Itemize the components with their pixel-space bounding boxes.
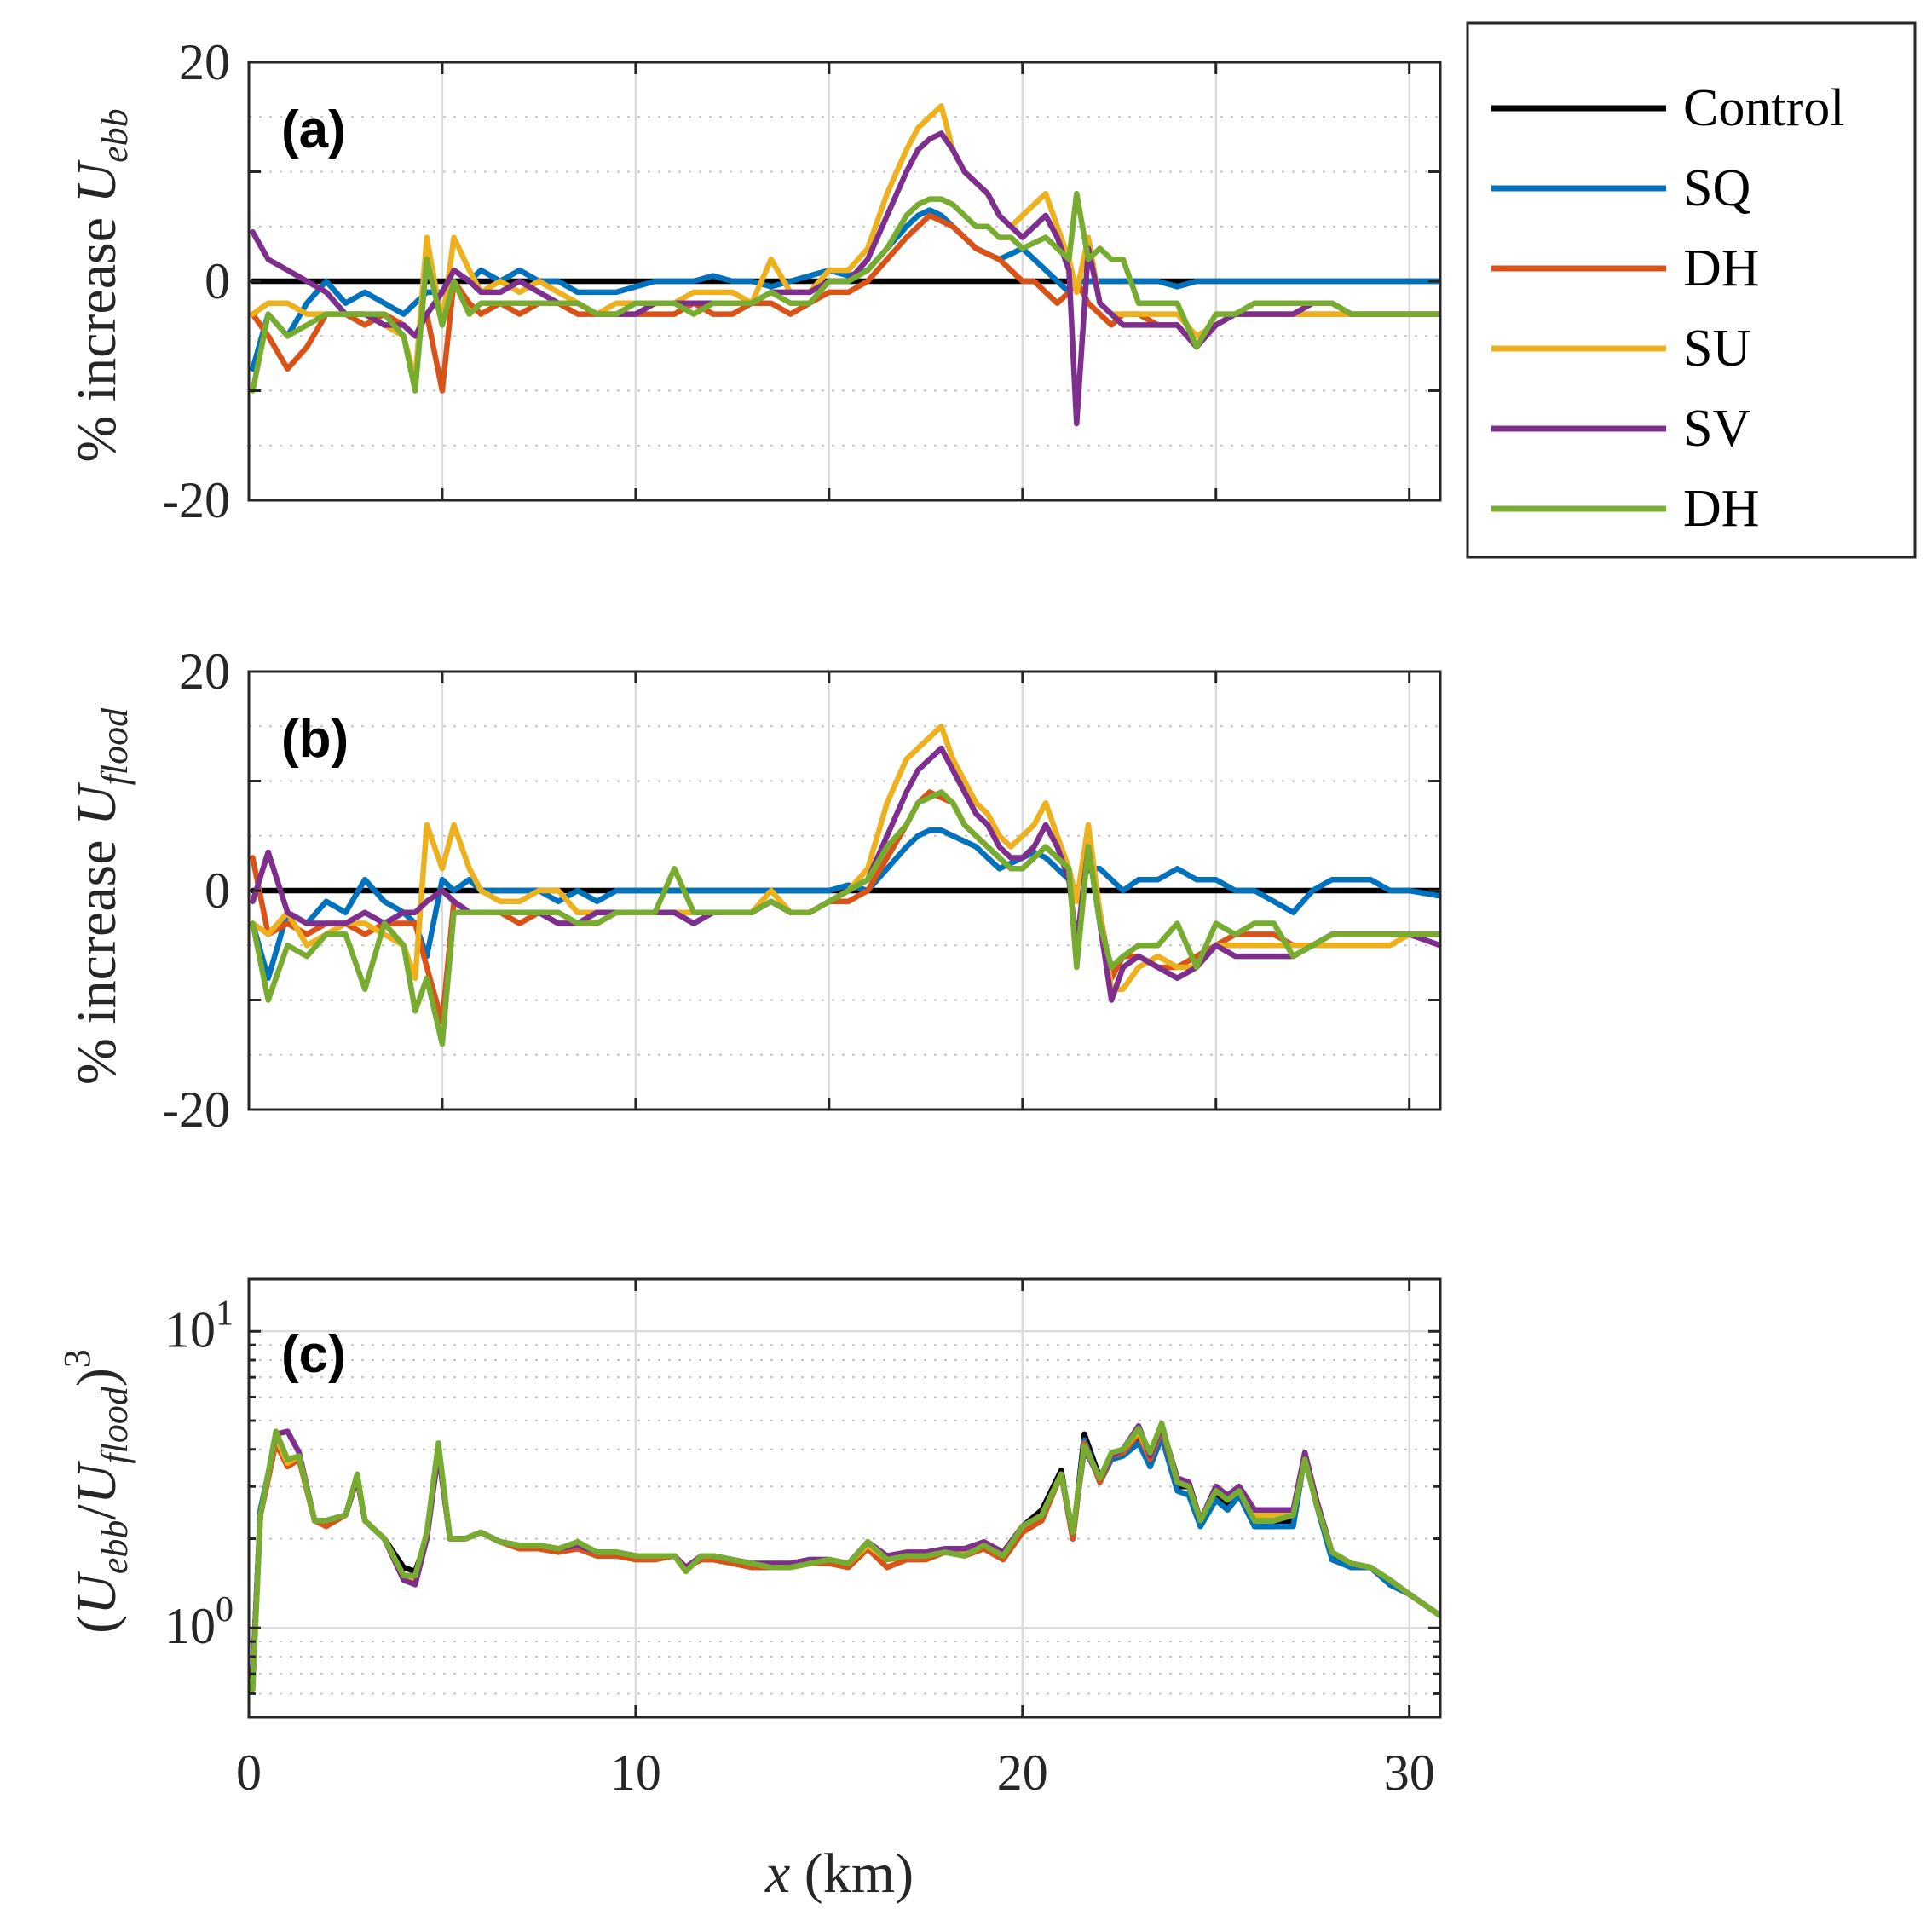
y-tick-label: -20 [162,1081,230,1138]
legend: Control SQ DH SU SV DH [1466,21,1917,559]
x-tick-label: 0 [236,1744,262,1801]
series-line-dh-5 [250,789,1440,1047]
legend-label: Control [1683,79,1844,137]
x-tick-label: 30 [1384,1744,1435,1801]
series-line-su-3 [250,103,1440,383]
panel-a: -20 0 20 (a) [162,34,1442,528]
legend-label: DH [1683,480,1760,538]
xlabel: x (km) [764,1842,914,1905]
ylabel-b: % increase Uflood [66,707,136,1085]
series-line-dh-5 [250,1420,1440,1692]
y-tick-label: 101 [164,1294,234,1358]
panel-tag: (b) [281,710,349,769]
legend-label: DH [1683,239,1760,297]
legend-label: SV [1683,400,1750,458]
panel-tag: (c) [281,1325,346,1384]
y-tick-label: -20 [162,472,230,528]
y-tick-label: 100 [164,1590,234,1654]
y-tick-label: 20 [179,34,230,90]
y-tick-label: 0 [205,862,230,919]
ylabel-c: (Uebb/Uflood)3 [56,1349,136,1634]
y-tick-label: 20 [179,643,230,700]
series-line-dh-5 [250,190,1440,394]
legend-label: SQ [1683,159,1750,217]
panel-b: -20 0 20 (b) [162,643,1442,1138]
x-tick-label: 10 [610,1744,661,1801]
legend-box [1466,21,1917,559]
panel-tag: (a) [281,101,346,159]
series-line-sq-1 [250,827,1440,982]
ylabel-a: % increase Uebb [66,108,136,462]
legend-label: SU [1683,320,1750,378]
x-tick-label: 20 [997,1744,1048,1801]
axes-frame [247,1277,1442,1719]
y-tick-label: 0 [205,253,230,309]
